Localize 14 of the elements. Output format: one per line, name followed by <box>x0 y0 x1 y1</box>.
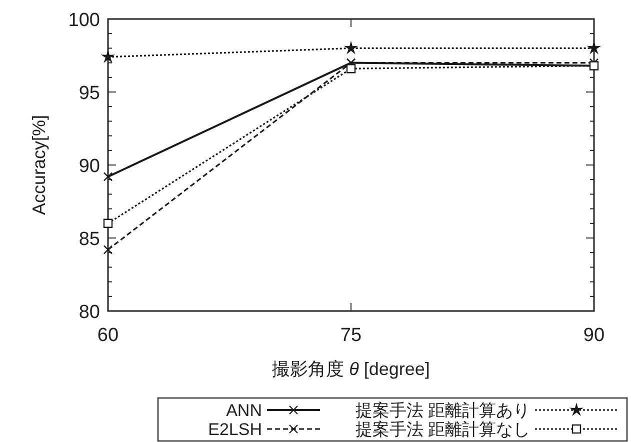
x-axis-title: 撮影角度 θ [degree] <box>272 359 430 379</box>
x-tick-label: 90 <box>583 325 605 346</box>
y-tick-label: 80 <box>78 302 100 323</box>
x-tick-label: 75 <box>340 325 362 346</box>
y-tick-label: 100 <box>68 10 100 31</box>
legend-label: ANN <box>226 401 262 420</box>
legend-label: 提案手法 距離計算なし <box>355 420 530 439</box>
legend-label: E2LSH <box>208 420 262 439</box>
y-tick-label: 85 <box>78 229 100 250</box>
legend-label: 提案手法 距離計算あり <box>355 401 530 420</box>
y-tick-label: 90 <box>78 156 100 177</box>
y-tick-label: 95 <box>78 83 100 104</box>
x-tick-label: 60 <box>97 325 119 346</box>
y-axis-title: Accuracy[%] <box>29 114 49 216</box>
